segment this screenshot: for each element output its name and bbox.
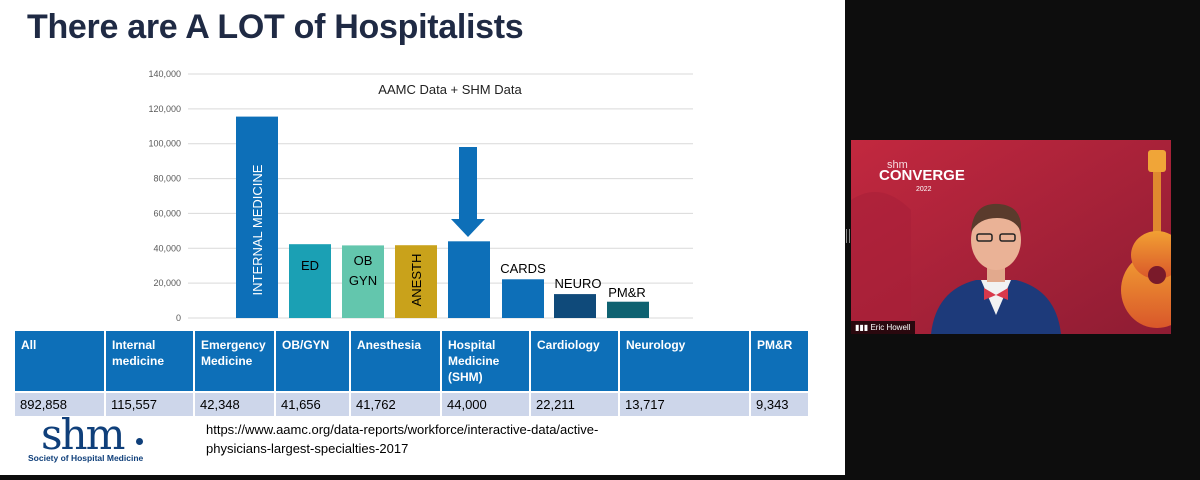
table-header-cell: Cardiology [530,331,620,392]
speaker-name-tag: ▮▮▮ Eric Howell [851,321,916,334]
speaker-name: Eric Howell [870,323,911,332]
source-url: https://www.aamc.org/data-reports/workfo… [206,422,599,456]
y-tick-label: 120,000 [148,104,181,114]
y-tick-label: 100,000 [148,139,181,149]
bar-label: ED [301,258,319,273]
logo-dot [136,438,143,445]
table-cell: 41,656 [275,391,351,416]
bar-label: OB [354,253,373,268]
table-header-cell: Internal medicine [105,331,195,392]
chart-bars [236,116,649,319]
bar-ed [289,244,331,318]
bar-chart: 0 20,000 40,000 60,000 80,000 100,000 120,000 1… [148,69,693,323]
table-cell: 22,211 [530,391,620,416]
y-tick-label: 80,000 [153,174,181,184]
table-header-cell: Neurology [619,331,751,392]
bar-label: PM&R [608,285,646,300]
presentation-slide: There are A LOT of Hospitalists 0 20,000 4… [0,0,845,475]
table-cell: 892,858 [15,391,106,416]
event-logo-top: shm [887,159,908,171]
y-tick-label: 40,000 [153,243,181,253]
bar-label: CARDS [500,261,546,276]
y-tick-label: 140,000 [148,69,181,79]
table-header-cell: Anesthesia [350,331,442,392]
table-cell: 44,000 [441,391,531,416]
bar-label: NEURO [555,276,602,291]
table-header-cell: PM&R [750,331,808,392]
bar-ob-gyn [342,245,384,318]
speaker-figure [931,203,1061,334]
event-logo-name: CONVERGE [879,167,965,184]
hospitalists-arrow [451,147,485,237]
shm-logo-tagline: Society of Hospital Medicine [28,453,144,463]
slide-title: There are A LOT of Hospitalists [27,8,524,46]
table-cell: 115,557 [105,391,195,416]
shm-logo-mark: shm [41,410,125,459]
y-axis-ticks: 0 20,000 40,000 60,000 80,000 100,000 120,000 1… [148,69,181,323]
panel-resize-handle[interactable] [846,229,850,243]
shm-logo: shm Society of Hospital Medicine [26,410,161,466]
table-header-cell: All [15,331,106,392]
specialty-table: All Internal medicine Emergency Medicine… [15,331,808,416]
speaker-video-panel[interactable]: shm CONVERGE 2022 ▮▮▮ Eric Howell [851,140,1171,334]
bar-label: INTERNAL MEDICINE [250,164,265,295]
table-cell: 9,343 [750,391,808,416]
bar-pm-r [607,301,649,318]
bar-anesth [395,245,437,318]
bar-neuro [554,294,596,318]
table-header-cell: OB/GYN [275,331,351,392]
signal-bars-icon: ▮▮▮ [855,323,871,332]
table-header-cell: Hospital Medicine (SHM) [441,331,531,392]
y-tick-label: 20,000 [153,278,181,288]
chart-title: AAMC Data + SHM Data [378,82,522,97]
table-header-cell: Emergency Medicine [194,331,276,392]
guitar-graphic [1121,150,1171,328]
bar-label: GYN [349,273,377,288]
bar-cards [502,279,544,318]
y-tick-label: 0 [176,313,181,323]
speaker-video-frame: shm CONVERGE 2022 [851,140,1171,334]
bar-hospitalists [448,241,490,318]
table-cell: 42,348 [194,391,276,416]
table-cell: 41,762 [350,391,442,416]
table-row: 892,858 115,557 42,348 41,656 41,762 44,… [15,391,808,416]
bar-internal-medicine [236,116,278,319]
table-cell: 13,717 [619,391,751,416]
event-logo-year: 2022 [916,186,932,193]
table-header-row: All Internal medicine Emergency Medicine… [15,331,808,392]
y-tick-label: 60,000 [153,208,181,218]
bar-label: ANESTH [409,254,424,307]
